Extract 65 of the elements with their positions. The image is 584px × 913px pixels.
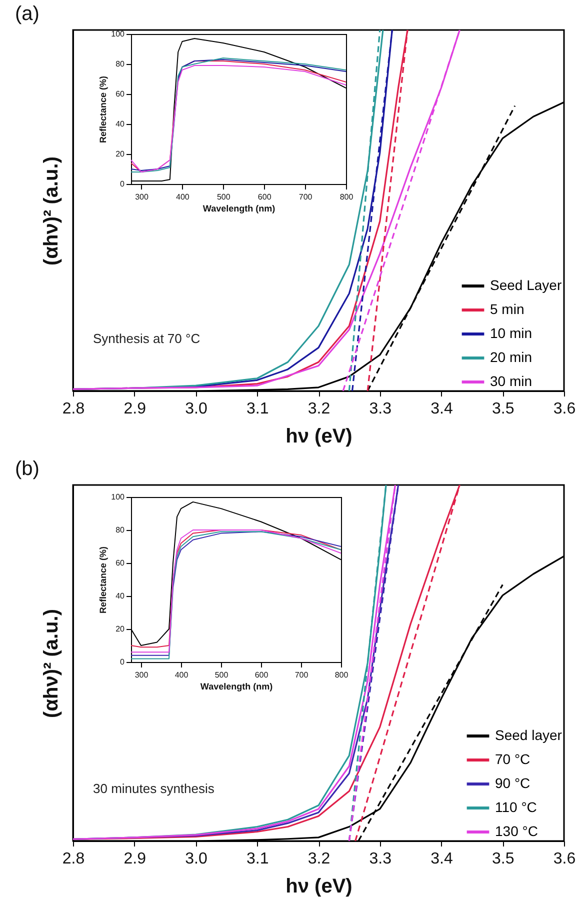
x-tick-label: 2.9 — [124, 400, 146, 418]
x-axis-title: Wavelength (nm) — [200, 682, 273, 692]
y-axis-title: Reflectance (%) — [98, 546, 108, 614]
y-tick-label: 20 — [116, 150, 126, 158]
x-tick-label: 3.5 — [492, 400, 514, 418]
legend-label: 110 °C — [495, 799, 537, 815]
y-tick-label: 0 — [120, 180, 126, 188]
chart-title: (b) — [15, 458, 40, 480]
y-tick-label: 100 — [111, 30, 126, 38]
x-tick-label: 500 — [214, 670, 229, 680]
y-tick-label: 0 — [120, 658, 126, 666]
x-tick-label: 3.1 — [246, 400, 269, 418]
y-tick-label: 40 — [116, 592, 126, 600]
x-tick-label: 700 — [298, 192, 313, 202]
x-tick-label: 3.3 — [369, 400, 392, 418]
x-tick-label: 3.0 — [185, 850, 208, 868]
x-tick-label: 2.8 — [62, 850, 85, 868]
x-tick-label: 700 — [294, 670, 309, 680]
x-tick-label: 300 — [135, 192, 149, 202]
x-tick-label: 3.2 — [308, 850, 330, 868]
y-tick-label: 60 — [116, 558, 126, 568]
x-tick-label: 800 — [340, 192, 354, 202]
x-tick-label: 400 — [176, 192, 190, 202]
x-tick-label: 800 — [334, 670, 349, 680]
x-axis-title: hν (eV) — [286, 876, 352, 898]
y-axis-title: (αhν)² (a.u.) — [40, 609, 62, 718]
legend-label: 20 min — [490, 349, 532, 365]
x-tick-label: 3.6 — [553, 850, 576, 868]
x-tick-label: 2.9 — [124, 850, 146, 868]
x-tick-label: 500 — [216, 192, 231, 202]
legend-label: 10 min — [490, 325, 532, 341]
y-tick-label: 80 — [116, 526, 126, 534]
y-tick-label: 100 — [111, 492, 126, 502]
x-tick-label: 400 — [174, 670, 189, 680]
annotation: 30 minutes synthesis — [93, 781, 215, 796]
x-tick-label: 3.3 — [369, 850, 392, 868]
y-tick-label: 40 — [116, 120, 126, 128]
x-axis-title: Wavelength (nm) — [202, 204, 276, 214]
x-tick-label: 3.0 — [185, 400, 208, 418]
x-tick-label: 3.4 — [430, 850, 453, 868]
x-tick-label: 600 — [254, 670, 269, 680]
x-tick-label: 300 — [134, 670, 149, 680]
legend-label: 30 min — [490, 373, 532, 389]
legend-label: 130 °C — [495, 823, 538, 839]
annotation: Synthesis at 70 °C — [93, 331, 200, 346]
y-tick-label: 60 — [116, 90, 126, 98]
x-tick-label: 2.8 — [62, 400, 85, 418]
x-tick-label: 3.4 — [430, 400, 453, 418]
x-tick-label: 3.5 — [492, 850, 514, 868]
y-axis-title: (αhν)² (a.u.) — [40, 156, 62, 266]
x-tick-label: 3.1 — [246, 850, 269, 868]
legend-label: 90 °C — [495, 775, 530, 791]
x-axis-title: hν (eV) — [286, 426, 352, 448]
x-tick-label: 3.6 — [553, 400, 576, 418]
chart-title: (a) — [15, 3, 40, 25]
legend-label: 5 min — [490, 301, 524, 317]
y-tick-label: 80 — [116, 60, 126, 68]
y-axis-title: Reflectance (%) — [98, 76, 108, 144]
x-tick-label: 600 — [258, 192, 272, 202]
x-tick-label: 3.2 — [308, 400, 330, 418]
line-series — [131, 38, 346, 182]
y-tick-label: 20 — [116, 624, 126, 634]
legend-label: Seed Layer — [490, 277, 562, 293]
legend-label: Seed layer — [495, 727, 562, 743]
legend-label: 70 °C — [495, 751, 530, 767]
